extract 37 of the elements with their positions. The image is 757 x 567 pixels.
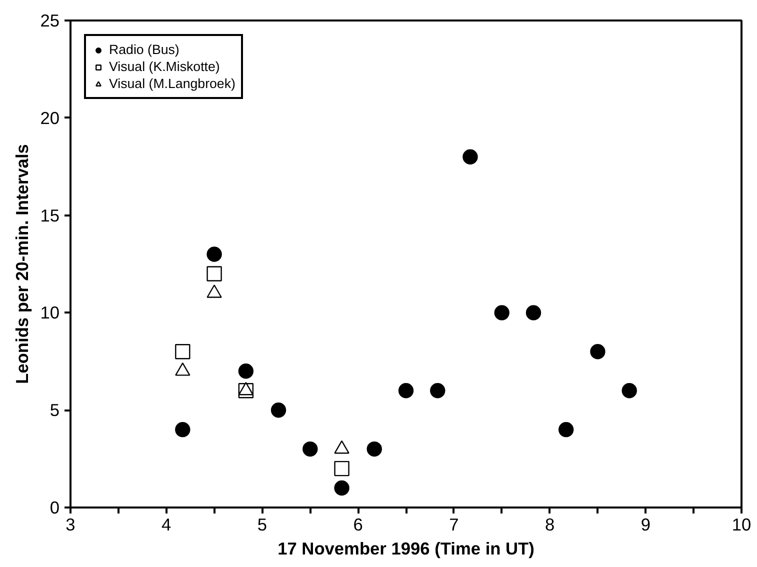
point <box>590 344 606 360</box>
point <box>334 480 350 496</box>
point <box>175 422 190 438</box>
point <box>558 422 574 438</box>
y-tick-label: 20 <box>40 108 60 128</box>
x-tick-label: 10 <box>732 514 752 534</box>
x-axis-title: 17 November 1996 (Time in UT) <box>278 538 534 558</box>
point <box>206 266 222 282</box>
point <box>302 441 318 457</box>
y-axis-title: Leonids per 20-min. Intervals <box>12 144 32 384</box>
x-tick-label: 7 <box>449 514 459 534</box>
point <box>206 246 222 262</box>
y-tick-label: 5 <box>50 400 60 420</box>
legend-label: Visual (K.Miskotte) <box>109 59 220 74</box>
point <box>462 149 478 164</box>
point <box>622 383 637 398</box>
y-tick-label: 0 <box>50 498 60 518</box>
x-tick-label: 6 <box>353 514 363 534</box>
x-tick-label: 3 <box>66 514 76 534</box>
point <box>430 383 446 398</box>
x-tick-label: 9 <box>640 514 650 534</box>
point <box>270 402 286 418</box>
point <box>175 344 190 360</box>
point <box>334 460 350 476</box>
point <box>494 305 510 320</box>
legend-label: Visual (M.Langbroek) <box>109 76 236 91</box>
point <box>526 305 542 320</box>
point <box>238 364 254 379</box>
y-tick-label: 15 <box>40 205 60 226</box>
point <box>366 441 382 457</box>
x-tick-label: 8 <box>544 514 555 534</box>
point <box>398 383 414 398</box>
y-tick-label: 10 <box>40 302 60 323</box>
y-tick-label: 25 <box>40 10 60 30</box>
x-tick-label: 4 <box>162 514 172 534</box>
legend-label: Radio (Bus) <box>109 42 180 57</box>
x-tick-label: 5 <box>257 514 268 534</box>
